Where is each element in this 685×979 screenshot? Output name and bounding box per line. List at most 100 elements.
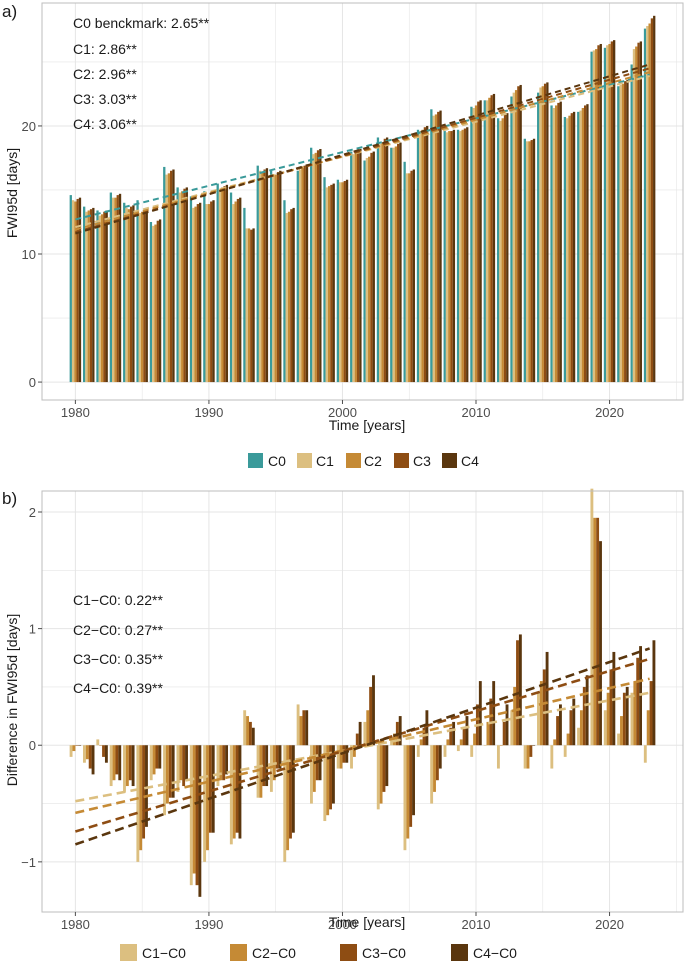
bar-c1-1984 <box>125 207 128 383</box>
bar-c3-1980 <box>75 745 79 746</box>
bar-c0-2002 <box>363 160 366 383</box>
bar-c4-2023 <box>652 640 656 746</box>
legend-key-c1 <box>297 453 312 468</box>
bar-c4-1985 <box>145 745 148 827</box>
bar-c2-2021 <box>621 83 625 383</box>
bar-c1-2010 <box>470 745 474 757</box>
bar-c1-2011 <box>485 100 489 383</box>
bar-c1-2015 <box>537 692 540 746</box>
bar-c1-2005 <box>403 745 407 851</box>
bar-c4-2006 <box>425 710 429 746</box>
legend-label-c3: C3 <box>413 453 431 469</box>
bar-c0-2023 <box>643 28 647 383</box>
bar-c3-1997 <box>303 165 306 383</box>
bar-c2-2003 <box>381 142 384 383</box>
bar-c2-2015 <box>541 86 544 383</box>
annotation-c2: C2: 2.96** <box>73 66 137 82</box>
legend-label-c2-c0: C2−C0 <box>252 945 296 961</box>
legend-label-c4-c0: C4−C0 <box>473 945 517 961</box>
bar-c4-1999 <box>331 745 335 804</box>
bar-c1-1992 <box>232 204 235 383</box>
bar-c1-1987 <box>163 745 166 816</box>
bar-c2-2008 <box>448 131 451 383</box>
bar-c3-2014 <box>530 140 533 383</box>
bar-c0-2010 <box>470 106 473 383</box>
bar-c0-2003 <box>376 137 380 383</box>
annotation-c3-c0: C3−C0: 0.35** <box>73 651 163 667</box>
bar-c4-2000 <box>345 745 349 763</box>
panel-b-gridlines <box>42 491 683 912</box>
bar-c4-2013 <box>518 634 522 746</box>
bar-c2-2000 <box>341 182 344 383</box>
bar-c4-1982 <box>104 745 108 763</box>
bar-c4-1998 <box>319 148 322 383</box>
bar-c4-2015 <box>545 651 549 746</box>
bar-c4-1983 <box>118 745 122 781</box>
bar-c4-1996 <box>291 745 295 833</box>
bar-c4-2016 <box>559 704 562 746</box>
bar-c3-1989 <box>195 745 199 886</box>
bar-c1-1996 <box>285 213 288 383</box>
bar-c1-1981 <box>83 745 86 763</box>
bar-c0-1985 <box>136 200 139 383</box>
bar-c1-2010 <box>472 108 475 383</box>
bar-c1-2008 <box>443 745 447 757</box>
bar-c3-2018 <box>582 686 586 746</box>
bar-c3-2022 <box>637 42 640 383</box>
x-tick-label-1980: 1980 <box>61 917 90 932</box>
bar-c3-2004 <box>397 143 400 383</box>
y-tick-label-0: 0 <box>29 738 36 753</box>
bar-c3-2015 <box>543 83 547 383</box>
bar-c1-2019 <box>592 50 596 383</box>
bar-c2-2023 <box>648 23 651 383</box>
bar-c2-1996 <box>287 211 291 383</box>
bar-c3-1999 <box>329 745 332 810</box>
bar-c2-1998 <box>312 745 316 792</box>
bar-c1-2000 <box>336 745 340 769</box>
bar-c0-1984 <box>123 202 126 383</box>
bar-c4-1987 <box>171 745 175 798</box>
bar-c1-1982 <box>96 739 100 746</box>
bar-c0-1994 <box>256 165 259 383</box>
bar-c3-2007 <box>435 745 439 781</box>
bar-c2-2020 <box>608 43 611 383</box>
panel-b-frame <box>41 490 684 913</box>
bar-c4-2018 <box>585 675 589 746</box>
bar-c4-1980 <box>78 745 82 746</box>
trend-line-c0 <box>75 73 650 221</box>
bar-c2-1994 <box>261 172 264 383</box>
bar-c3-1998 <box>316 150 320 383</box>
bar-c4-1986 <box>158 745 162 769</box>
bar-c0-1990 <box>203 191 206 383</box>
bar-c1-2008 <box>445 132 449 383</box>
bar-c2-1984 <box>127 209 130 383</box>
bar-c4-2001 <box>358 721 362 746</box>
bar-c0-2001 <box>350 151 353 383</box>
bar-c3-2000 <box>343 181 346 383</box>
bar-c1-1994 <box>258 170 262 383</box>
bar-c1-1988 <box>178 192 182 383</box>
bar-c2-2005 <box>408 173 411 383</box>
bar-c4-1995 <box>278 745 282 769</box>
bar-c3-2012 <box>502 721 506 746</box>
bar-c0-2017 <box>563 116 567 383</box>
bar-c1-1982 <box>98 215 101 383</box>
panel-a-frame <box>41 2 684 401</box>
legend-label-c1-c0: C1−C0 <box>142 945 186 961</box>
bar-c2-2020 <box>606 692 610 746</box>
bar-c3-1982 <box>102 745 105 757</box>
bar-c2-2004 <box>394 146 398 383</box>
panel-a-label: a) <box>2 2 17 21</box>
bar-c0-2015 <box>537 92 540 383</box>
bar-c1-1985 <box>136 745 140 862</box>
bar-c1-2002 <box>363 721 367 746</box>
bar-c2-1999 <box>327 186 331 383</box>
bar-c2-2007 <box>433 745 436 792</box>
bar-c3-2022 <box>636 657 640 746</box>
bar-c4-1994 <box>265 745 269 787</box>
bar-c4-2010 <box>478 681 482 746</box>
bar-c0-2012 <box>496 118 500 383</box>
bar-c0-1999 <box>323 177 326 383</box>
panel-b-trend-lines <box>74 647 651 846</box>
bar-c3-1981 <box>88 745 92 769</box>
